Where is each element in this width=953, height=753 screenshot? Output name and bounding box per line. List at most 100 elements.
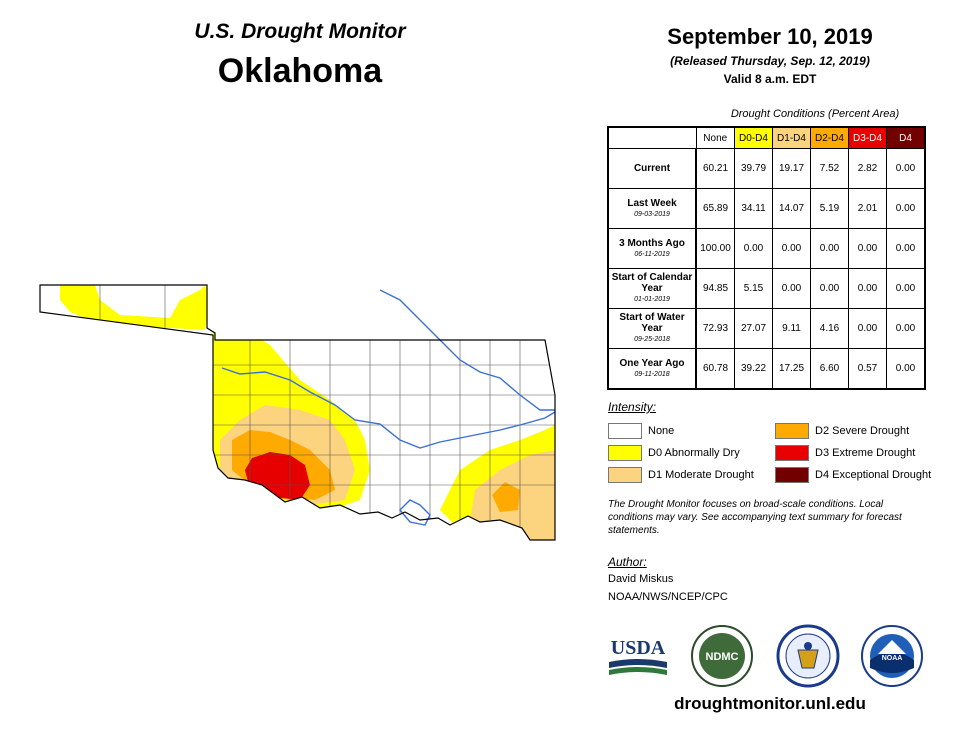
row-label-text: Current	[633, 163, 671, 174]
table-cell: 0.00	[848, 228, 887, 269]
table-cell: 39.22	[734, 348, 773, 390]
author-org: NOAA/NWS/NCEP/CPC	[608, 591, 728, 603]
row-label-text: Last Week	[627, 197, 677, 209]
legend-label: D0 Abnormally Dry	[648, 447, 740, 459]
row-label: Last Week 09-03-2019	[607, 188, 697, 229]
table-row: Start of Calendar Year 01-01-2019 94.85 5.1…	[607, 268, 926, 309]
row-label: Start of Calendar Year 01-01-2019	[607, 268, 697, 309]
table-cell: 0.57	[848, 348, 887, 390]
table-cell: 60.78	[695, 348, 735, 390]
row-label-text: One Year Ago	[619, 357, 685, 369]
column-header-d3-d4: D3-D4	[848, 126, 887, 149]
row-label: One Year Ago 09-11-2018	[607, 348, 697, 390]
release-date: (Released Thursday, Sep. 12, 2019)	[670, 54, 870, 68]
table-row: Last Week 09-03-2019 65.89 34.11 14.07 5.19 2.…	[607, 188, 926, 229]
usda-logo-text: USDA	[611, 637, 666, 659]
table-header-row: None D0-D4 D1-D4 D2-D4 D3-D4 D4	[608, 126, 926, 149]
table-cell: 7.52	[810, 148, 849, 189]
table-cell: 17.25	[772, 348, 811, 390]
legend-label: D2 Severe Drought	[815, 425, 910, 437]
legend-swatch	[775, 423, 809, 439]
ndmc-logo: NDMC	[691, 625, 753, 687]
row-label-text: 3 Months Ago	[619, 237, 685, 249]
table-caption: Drought Conditions (Percent Area)	[730, 108, 900, 120]
legend-swatch	[775, 445, 809, 461]
row-date: 09-25-2018	[634, 336, 670, 343]
table-cell: 0.00	[848, 268, 887, 309]
column-header-none: None	[695, 126, 735, 149]
d2-southeast	[492, 482, 520, 512]
column-header-d0-d4: D0-D4	[734, 126, 773, 149]
table-cell: 39.79	[734, 148, 773, 189]
legend-swatch	[608, 445, 642, 461]
table-cell: 0.00	[772, 228, 811, 269]
table-cell: 19.17	[772, 148, 811, 189]
table-row: Start of Water Year 09-25-2018 72.93 27.07 9…	[607, 308, 926, 349]
map-title: Oklahoma	[217, 52, 383, 90]
site-url[interactable]: droughtmonitor.unl.edu	[674, 694, 866, 713]
row-label-text: Start of Water Year	[619, 312, 685, 334]
table-cell: 0.00	[810, 228, 849, 269]
table-cell: 0.00	[810, 268, 849, 309]
table-cell: 5.15	[734, 268, 773, 309]
legend-label: None	[648, 425, 675, 437]
table-cell: 0.00	[848, 308, 887, 349]
legend-item: D3 Extreme Drought	[775, 445, 915, 461]
doc-seal-logo	[776, 624, 840, 688]
column-header-d2-d4: D2-D4	[810, 126, 849, 149]
legend-item: None	[608, 423, 674, 439]
row-label: Current	[607, 148, 697, 189]
table-cell: 6.60	[810, 348, 849, 390]
map-date: September 10, 2019	[667, 24, 873, 49]
state-outline	[39, 284, 556, 541]
rivers	[221, 289, 556, 526]
legend-item: D0 Abnormally Dry	[608, 445, 740, 461]
table-cell: 4.16	[810, 308, 849, 349]
legend-swatch	[608, 467, 642, 483]
table-cell: 100.00	[695, 228, 735, 269]
noaa-logo-text: NOAA	[882, 655, 903, 662]
noaa-logo: NOAA	[861, 625, 923, 687]
table-cell: 27.07	[734, 308, 773, 349]
table-cell: 60.21	[695, 148, 735, 189]
table-row: One Year Ago 09-11-2018 60.78 39.22 17.25 6.6…	[607, 348, 926, 390]
legend-swatch	[608, 423, 642, 439]
table-cell: 72.93	[695, 308, 735, 349]
legend-item: D2 Severe Drought	[775, 423, 909, 439]
table-row: 3 Months Ago 06-11-2019 100.00 0.00 0.00 0.00…	[607, 228, 926, 269]
ndmc-logo-text: NDMC	[706, 651, 739, 663]
legend-label: D4 Exceptional Drought	[815, 469, 932, 481]
row-label: 3 Months Ago 06-11-2019	[607, 228, 697, 269]
d0-panhandle	[60, 285, 210, 330]
row-date: 01-01-2019	[634, 296, 670, 303]
row-label-text: Start of Calendar Year	[611, 272, 693, 294]
usda-logo: USDA	[609, 637, 667, 675]
valid-time: Valid 8 a.m. EDT	[723, 72, 817, 86]
column-header-d4: D4	[886, 126, 926, 149]
legend-swatch	[775, 467, 809, 483]
table-cell: 0.00	[886, 228, 926, 269]
table-cell: 0.00	[772, 268, 811, 309]
author-title: Author:	[608, 555, 647, 569]
table-cell: 34.11	[734, 188, 773, 229]
oklahoma-drought-map	[39, 284, 556, 541]
table-cell: 5.19	[810, 188, 849, 229]
table-cell: 0.00	[886, 268, 926, 309]
column-header-d1-d4: D1-D4	[772, 126, 811, 149]
table-cell: 94.85	[695, 268, 735, 309]
row-date: 09-03-2019	[634, 210, 670, 218]
row-date: 06-11-2019	[634, 250, 670, 258]
legend-label: D1 Moderate Drought	[648, 469, 754, 481]
row-date: 09-11-2018	[634, 370, 670, 378]
table-cell: 9.11	[772, 308, 811, 349]
author-name: David Miskus	[608, 573, 674, 585]
legend-item: D1 Moderate Drought	[608, 467, 754, 483]
legend-label: D3 Extreme Drought	[815, 447, 916, 459]
table-cell: 0.00	[886, 348, 926, 390]
table-cell: 14.07	[772, 188, 811, 229]
table-row: Current 60.21 39.79 19.17 7.52 2.82 0.00	[607, 148, 926, 189]
table-cell: 65.89	[695, 188, 735, 229]
drought-areas	[40, 285, 555, 540]
table-cell: 2.01	[848, 188, 887, 229]
table-cell: 2.82	[848, 148, 887, 189]
